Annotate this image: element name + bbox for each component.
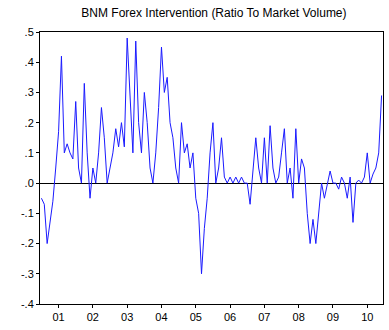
svg-text:09: 09 — [327, 311, 339, 323]
svg-text:.1: .1 — [25, 147, 34, 159]
svg-text:07: 07 — [258, 311, 270, 323]
svg-text:03: 03 — [121, 311, 133, 323]
svg-text:04: 04 — [155, 311, 167, 323]
svg-text:06: 06 — [224, 311, 236, 323]
svg-text:-.2: -.2 — [21, 237, 34, 249]
svg-text:-.3: -.3 — [21, 268, 34, 280]
svg-text:.3: .3 — [25, 86, 34, 98]
svg-text:.0: .0 — [25, 177, 34, 189]
svg-text:01: 01 — [52, 311, 64, 323]
svg-text:.5: .5 — [25, 26, 34, 38]
svg-text:BNM Forex Intervention (Ratio: BNM Forex Intervention (Ratio To Market … — [81, 6, 346, 20]
svg-text:-.4: -.4 — [21, 298, 34, 310]
svg-text:02: 02 — [87, 311, 99, 323]
svg-text:-.1: -.1 — [21, 207, 34, 219]
svg-text:10: 10 — [361, 311, 373, 323]
svg-text:.4: .4 — [25, 56, 34, 68]
svg-text:05: 05 — [190, 311, 202, 323]
svg-text:08: 08 — [293, 311, 305, 323]
svg-text:.2: .2 — [25, 117, 34, 129]
